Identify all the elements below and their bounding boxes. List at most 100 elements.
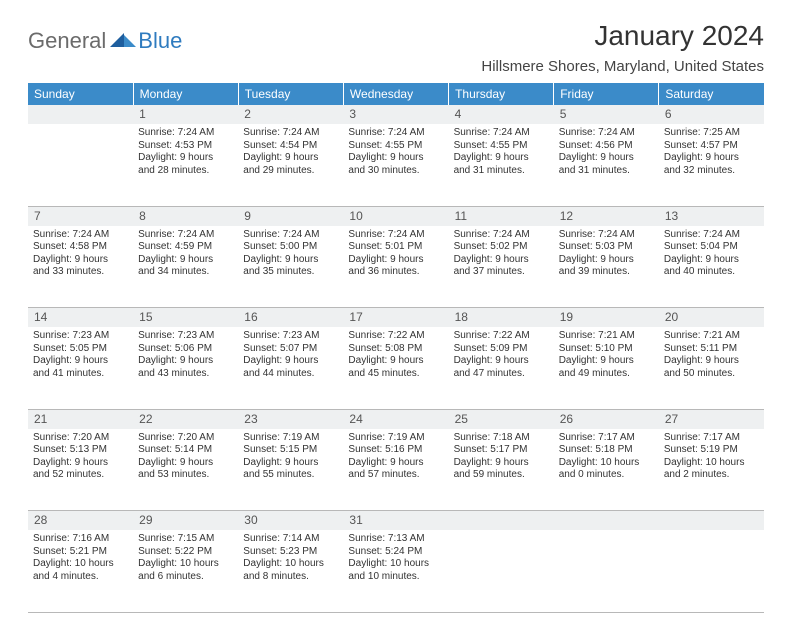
day-cell: Sunrise: 7:23 AMSunset: 5:07 PMDaylight:…	[238, 327, 343, 409]
day-info-line: Sunrise: 7:17 AM	[664, 432, 759, 445]
day-info-line: Daylight: 9 hours	[559, 254, 654, 267]
day-info-line: and 37 minutes.	[454, 266, 549, 279]
day-info-line: Sunrise: 7:19 AM	[348, 432, 443, 445]
day-cell: Sunrise: 7:20 AMSunset: 5:13 PMDaylight:…	[28, 429, 133, 511]
day-cell: Sunrise: 7:24 AMSunset: 4:53 PMDaylight:…	[133, 124, 238, 206]
day-info-line: Sunset: 5:15 PM	[243, 444, 338, 457]
day-info-line: and 59 minutes.	[454, 469, 549, 482]
day-info-line: Sunset: 4:56 PM	[559, 140, 654, 153]
day-cell-text: Sunrise: 7:21 AMSunset: 5:11 PMDaylight:…	[664, 330, 759, 380]
day-cell: Sunrise: 7:25 AMSunset: 4:57 PMDaylight:…	[659, 124, 764, 206]
day-cell-text: Sunrise: 7:24 AMSunset: 4:54 PMDaylight:…	[243, 127, 338, 177]
day-info-line: Daylight: 9 hours	[454, 254, 549, 267]
day-info-line: and 55 minutes.	[243, 469, 338, 482]
day-info-line: and 36 minutes.	[348, 266, 443, 279]
day-cell-text: Sunrise: 7:24 AMSunset: 5:03 PMDaylight:…	[559, 229, 654, 279]
day-number: 17	[343, 308, 448, 328]
day-info-line: Sunrise: 7:24 AM	[454, 229, 549, 242]
day-info-line: Sunset: 5:23 PM	[243, 546, 338, 559]
day-info-line: Daylight: 9 hours	[243, 254, 338, 267]
day-cell-text: Sunrise: 7:24 AMSunset: 4:53 PMDaylight:…	[138, 127, 233, 177]
day-cell-text: Sunrise: 7:24 AMSunset: 4:56 PMDaylight:…	[559, 127, 654, 177]
day-cell: Sunrise: 7:24 AMSunset: 5:04 PMDaylight:…	[659, 226, 764, 308]
day-cell-text: Sunrise: 7:20 AMSunset: 5:14 PMDaylight:…	[138, 432, 233, 482]
day-info-line: Sunrise: 7:25 AM	[664, 127, 759, 140]
day-info-line: and 53 minutes.	[138, 469, 233, 482]
day-info-line: Sunrise: 7:13 AM	[348, 533, 443, 546]
day-number: 22	[133, 409, 238, 429]
day-info-line: Sunrise: 7:15 AM	[138, 533, 233, 546]
day-number: 18	[449, 308, 554, 328]
day-info-line: Sunrise: 7:22 AM	[454, 330, 549, 343]
day-cell: Sunrise: 7:24 AMSunset: 4:58 PMDaylight:…	[28, 226, 133, 308]
day-cell-text: Sunrise: 7:18 AMSunset: 5:17 PMDaylight:…	[454, 432, 549, 482]
day-info-line: Sunrise: 7:24 AM	[664, 229, 759, 242]
day-info-line: Sunset: 5:18 PM	[559, 444, 654, 457]
day-number-row: 78910111213	[28, 206, 764, 226]
calendar-table: Sunday Monday Tuesday Wednesday Thursday…	[28, 83, 764, 613]
day-info-line: Sunrise: 7:16 AM	[33, 533, 128, 546]
day-info-line: and 10 minutes.	[348, 571, 443, 584]
page-header: General Blue January 2024 Hillsmere Shor…	[28, 20, 764, 75]
day-cell: Sunrise: 7:14 AMSunset: 5:23 PMDaylight:…	[238, 530, 343, 612]
day-info-line: and 35 minutes.	[243, 266, 338, 279]
day-number: 15	[133, 308, 238, 328]
day-number: 9	[238, 206, 343, 226]
day-info-line: and 0 minutes.	[559, 469, 654, 482]
day-info-line: and 57 minutes.	[348, 469, 443, 482]
day-info-line: Daylight: 9 hours	[138, 355, 233, 368]
day-info-line: Daylight: 9 hours	[559, 152, 654, 165]
day-number	[28, 105, 133, 124]
day-cell: Sunrise: 7:24 AMSunset: 5:03 PMDaylight:…	[554, 226, 659, 308]
day-cell-text: Sunrise: 7:21 AMSunset: 5:10 PMDaylight:…	[559, 330, 654, 380]
day-number-row: 14151617181920	[28, 308, 764, 328]
day-cell	[28, 124, 133, 206]
day-cell-text: Sunrise: 7:22 AMSunset: 5:08 PMDaylight:…	[348, 330, 443, 380]
day-number: 27	[659, 409, 764, 429]
day-number: 3	[343, 105, 448, 124]
day-header: Wednesday	[343, 83, 448, 105]
day-info-line: Daylight: 9 hours	[664, 254, 759, 267]
day-info-line: Sunrise: 7:24 AM	[348, 229, 443, 242]
day-number: 30	[238, 511, 343, 531]
day-number	[449, 511, 554, 531]
day-info-line: and 31 minutes.	[454, 165, 549, 178]
day-info-line: Sunrise: 7:22 AM	[348, 330, 443, 343]
day-info-line: Sunrise: 7:24 AM	[138, 127, 233, 140]
day-number: 29	[133, 511, 238, 531]
day-info-line: Sunset: 5:21 PM	[33, 546, 128, 559]
day-cell: Sunrise: 7:19 AMSunset: 5:15 PMDaylight:…	[238, 429, 343, 511]
day-cell-text: Sunrise: 7:22 AMSunset: 5:09 PMDaylight:…	[454, 330, 549, 380]
day-info-line: Daylight: 9 hours	[559, 355, 654, 368]
day-info-line: Sunrise: 7:20 AM	[138, 432, 233, 445]
day-info-line: and 2 minutes.	[664, 469, 759, 482]
day-info-line: Daylight: 10 hours	[664, 457, 759, 470]
day-number	[659, 511, 764, 531]
brand-mark-icon	[110, 27, 136, 52]
day-info-line: Daylight: 9 hours	[454, 457, 549, 470]
day-info-line: Sunset: 4:55 PM	[454, 140, 549, 153]
day-header: Saturday	[659, 83, 764, 105]
day-cell: Sunrise: 7:24 AMSunset: 5:00 PMDaylight:…	[238, 226, 343, 308]
day-cell: Sunrise: 7:20 AMSunset: 5:14 PMDaylight:…	[133, 429, 238, 511]
day-info-line: Sunset: 5:01 PM	[348, 241, 443, 254]
day-cell	[554, 530, 659, 612]
brand-text-general: General	[28, 28, 106, 54]
day-header: Thursday	[449, 83, 554, 105]
day-info-line: Sunset: 5:19 PM	[664, 444, 759, 457]
day-info-line: Sunset: 5:10 PM	[559, 343, 654, 356]
day-cell: Sunrise: 7:24 AMSunset: 4:54 PMDaylight:…	[238, 124, 343, 206]
day-info-line: Sunset: 5:04 PM	[664, 241, 759, 254]
day-info-line: Daylight: 9 hours	[33, 254, 128, 267]
day-info-line: Sunrise: 7:21 AM	[664, 330, 759, 343]
day-content-row: Sunrise: 7:20 AM Sunset: 5:13 PM Daylight:…	[28, 429, 764, 511]
day-cell: Sunrise: 7:24 AMSunset: 5:01 PMDaylight:…	[343, 226, 448, 308]
day-number: 1	[133, 105, 238, 124]
day-cell-text: Sunrise: 7:24 AMSunset: 4:55 PMDaylight:…	[454, 127, 549, 177]
day-info-line: Daylight: 9 hours	[138, 457, 233, 470]
brand-logo: General Blue	[28, 28, 182, 54]
day-info-line: Sunset: 5:05 PM	[33, 343, 128, 356]
day-info-line: Sunset: 4:55 PM	[348, 140, 443, 153]
day-info-line: Sunset: 4:57 PM	[664, 140, 759, 153]
day-info-line: Sunset: 5:13 PM	[33, 444, 128, 457]
